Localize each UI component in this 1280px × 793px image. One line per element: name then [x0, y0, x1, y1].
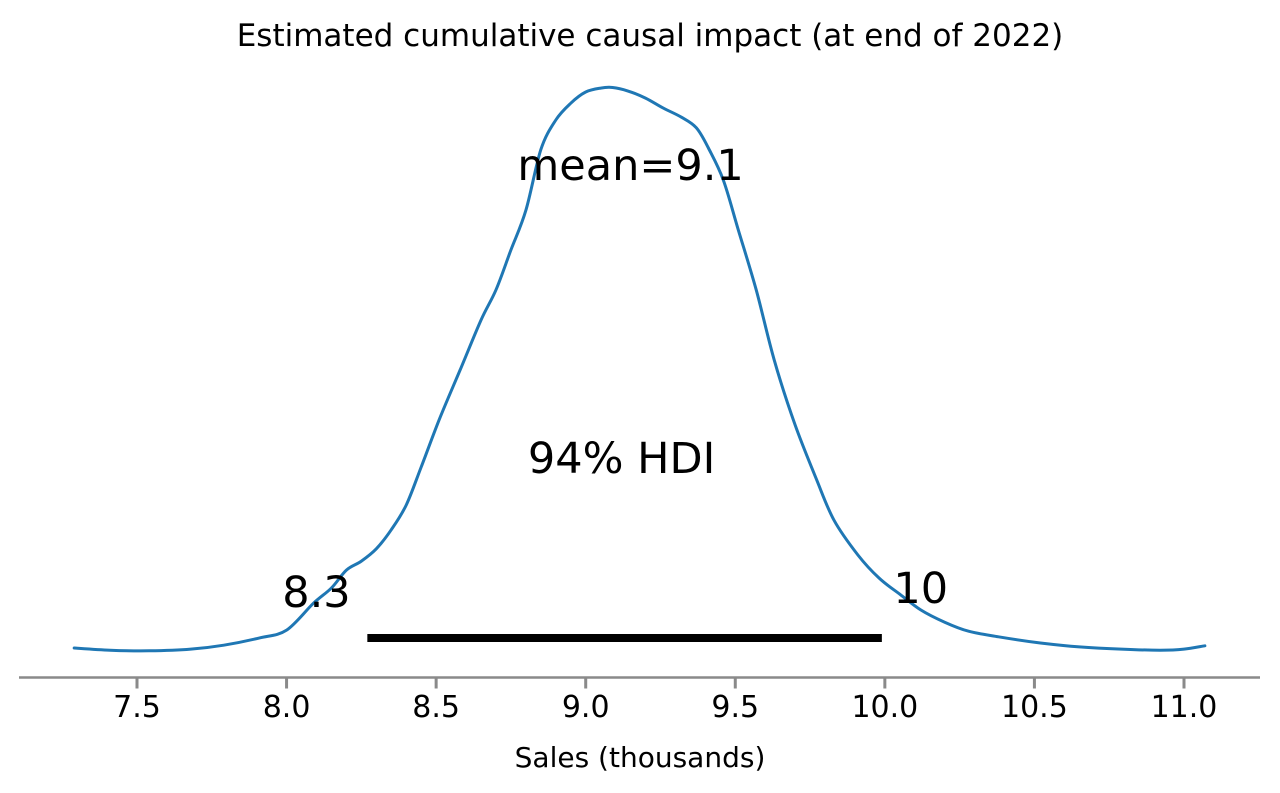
- x-tick-label: 10.5: [1001, 690, 1068, 725]
- x-tick-label: 8.0: [262, 690, 311, 725]
- x-tick-label: 7.5: [113, 690, 161, 725]
- x-tick-label: 8.5: [412, 690, 460, 725]
- x-tick-label: 9.0: [561, 690, 610, 725]
- mean-annotation: mean=9.1: [517, 140, 744, 191]
- x-axis-label: Sales (thousands): [514, 741, 766, 774]
- kde-curve: [72, 85, 1207, 653]
- chart-title: Estimated cumulative causal impact (at e…: [236, 18, 1064, 54]
- x-tick-label: 9.5: [711, 690, 760, 725]
- hdi-label-annotation: 94% HDI: [527, 434, 716, 485]
- x-tick-label: 11.0: [1150, 690, 1218, 725]
- x-tick-label: 10.0: [851, 690, 919, 725]
- x-axis-ticks: [135, 677, 1186, 689]
- hdi-lower-annotation: 8.3: [282, 567, 351, 618]
- hdi-upper-annotation: 10: [893, 564, 949, 615]
